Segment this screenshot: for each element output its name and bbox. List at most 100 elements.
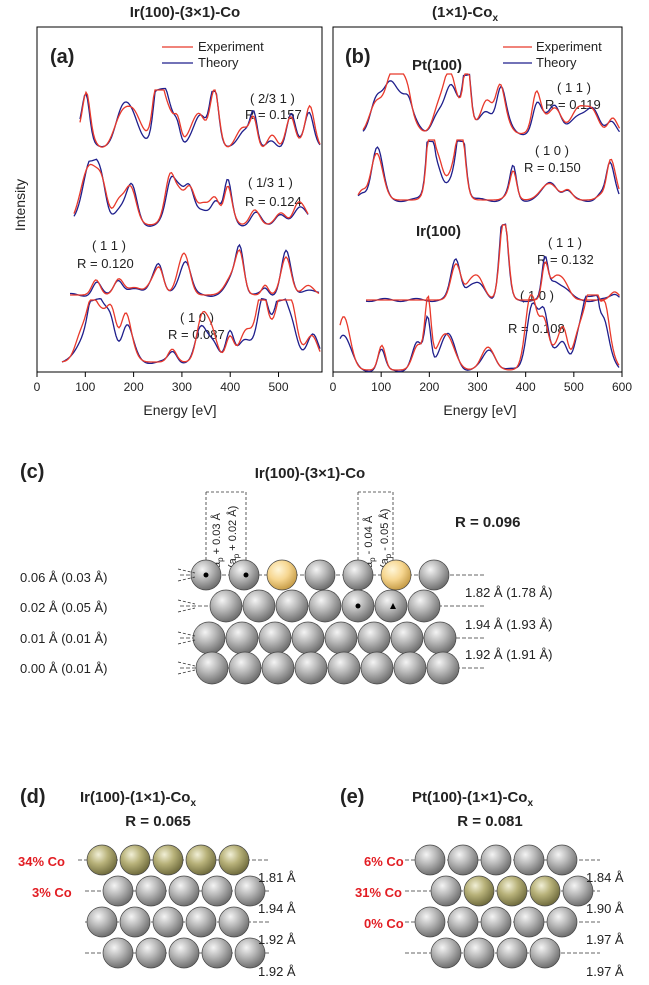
co-concentration: 31% Co xyxy=(355,885,402,900)
interlayer-spacing: 1.84 Å xyxy=(586,870,624,885)
ir-atom xyxy=(102,937,134,969)
legend-theory-label: Theory xyxy=(198,55,239,70)
beam-label: ( 1 1 ) xyxy=(557,80,591,95)
x-tick-label: 300 xyxy=(467,380,487,394)
interlayer-spacing: 1.97 Å xyxy=(586,964,624,979)
ir-atom xyxy=(192,621,226,655)
legend-theory-label: Theory xyxy=(536,55,577,70)
r-factor: R = 0.120 xyxy=(77,256,134,271)
legend-experiment-label: Experiment xyxy=(198,39,264,54)
panel-a-frame xyxy=(36,26,323,373)
ir-atom xyxy=(152,906,184,938)
buckling-guide xyxy=(177,576,196,582)
panel-c-title: Ir(100)-(3×1)-Co xyxy=(255,465,365,482)
beam-label: ( 1 0 ) xyxy=(535,143,569,158)
ir-atom xyxy=(342,559,374,591)
co-atom xyxy=(380,559,412,591)
reference-marker xyxy=(243,572,249,578)
co-ir-atom xyxy=(218,844,250,876)
x-tick-label: 100 xyxy=(371,380,391,394)
interlayer-spacing: 1.92 Å xyxy=(258,964,296,979)
ir-atom xyxy=(195,651,229,685)
pt-atom xyxy=(513,906,545,938)
co-concentration: 6% Co xyxy=(364,854,404,869)
panel-a-letter: (a) xyxy=(50,46,74,68)
pt-atom xyxy=(414,906,446,938)
co-pt-atom xyxy=(529,875,561,907)
panel-a-ylabel: Intensity xyxy=(12,179,28,231)
r-factor: R = 0.132 xyxy=(537,252,594,267)
ir-atom xyxy=(228,651,262,685)
x-tick-label: 500 xyxy=(269,380,289,394)
r-factor: R = 0.124 xyxy=(245,194,302,209)
co-ir-atom xyxy=(119,844,151,876)
ir-atom xyxy=(390,621,424,655)
interlayer-spacing: 1.94 Å (1.93 Å) xyxy=(465,617,552,632)
ir-atom xyxy=(327,651,361,685)
x-tick-label: 200 xyxy=(419,380,439,394)
panel-d-r-factor: R = 0.065 xyxy=(125,813,190,830)
r-factor: R = 0.119 xyxy=(545,97,601,112)
ir-atom xyxy=(168,937,200,969)
co-ir-atom xyxy=(152,844,184,876)
beam-label: ( 1 0 ) xyxy=(180,310,214,325)
ir-atom xyxy=(261,651,295,685)
panel-c-letter: (c) xyxy=(20,461,44,483)
ir-atom xyxy=(218,906,250,938)
panel-a-curves xyxy=(61,87,321,365)
shift-label-right-dft: (ap - 0.05 Å) xyxy=(378,509,393,568)
co-atom xyxy=(266,559,298,591)
beam-label: ( 1/3 1 ) xyxy=(248,175,293,190)
beam-label: ( 1 0 ) xyxy=(520,288,554,303)
panel-b-title: (1×1)-Cox xyxy=(432,4,498,24)
experiment-curve xyxy=(366,224,620,301)
ir-atom xyxy=(407,589,441,623)
experiment-curve xyxy=(61,299,321,363)
x-tick-label: 0 xyxy=(330,380,337,394)
panel-c-structure xyxy=(177,559,485,685)
ir-atom xyxy=(308,589,342,623)
ir-atom xyxy=(304,559,336,591)
pt-atom xyxy=(463,937,495,969)
ir-atom xyxy=(201,875,233,907)
ir-atom xyxy=(234,937,266,969)
pt-substrate-label: Pt(100) xyxy=(412,57,462,74)
co-concentration: 0% Co xyxy=(364,916,404,931)
experiment-curve xyxy=(362,73,621,135)
buckling-guide xyxy=(177,661,196,667)
panel-e-title: Pt(100)-(1×1)-Cox xyxy=(412,789,533,809)
panel-b-letter: (b) xyxy=(345,46,371,68)
ir-atom xyxy=(102,875,134,907)
interlayer-spacing: 1.82 Å (1.78 Å) xyxy=(465,585,552,600)
pt-atom xyxy=(562,875,594,907)
ir-atom xyxy=(242,589,276,623)
x-tick-label: 400 xyxy=(516,380,536,394)
experiment-curve xyxy=(79,89,321,148)
r-factor: R = 0.157 xyxy=(245,107,302,122)
x-tick-label: 400 xyxy=(220,380,240,394)
theory-curve xyxy=(79,87,321,148)
buckling-label: 0.02 Å (0.05 Å) xyxy=(20,600,107,615)
pt-atom xyxy=(414,844,446,876)
buckling-guide xyxy=(177,568,196,574)
panel-b: (1×1)-Cox (b) Pt(100) Experiment Theory … xyxy=(330,4,633,418)
ir-atom xyxy=(234,875,266,907)
panel-d-letter: (d) xyxy=(20,786,46,808)
beam-label: ( 2/3 1 ) xyxy=(250,91,295,106)
panel-b-x-axis: 0 100 200 300 400 500 600 xyxy=(330,372,632,394)
ir-atom xyxy=(135,875,167,907)
panel-e-letter: (e) xyxy=(340,786,364,808)
beam-label: ( 1 1 ) xyxy=(548,235,582,250)
ir-atom xyxy=(135,937,167,969)
buckling-label: 0.01 Å (0.01 Å) xyxy=(20,631,107,646)
panel-a-x-axis: 0 100 200 300 400 500 xyxy=(34,372,289,394)
pt-atom xyxy=(480,844,512,876)
pt-atom xyxy=(447,906,479,938)
ir-atom xyxy=(275,589,309,623)
ir-atom xyxy=(294,651,328,685)
shift-label-left-dft: (ap + 0.02 Å) xyxy=(226,506,241,568)
ir-atom xyxy=(119,906,151,938)
ir-atom xyxy=(225,621,259,655)
ir-atom xyxy=(168,875,200,907)
panel-e-r-factor: R = 0.081 xyxy=(457,813,522,830)
